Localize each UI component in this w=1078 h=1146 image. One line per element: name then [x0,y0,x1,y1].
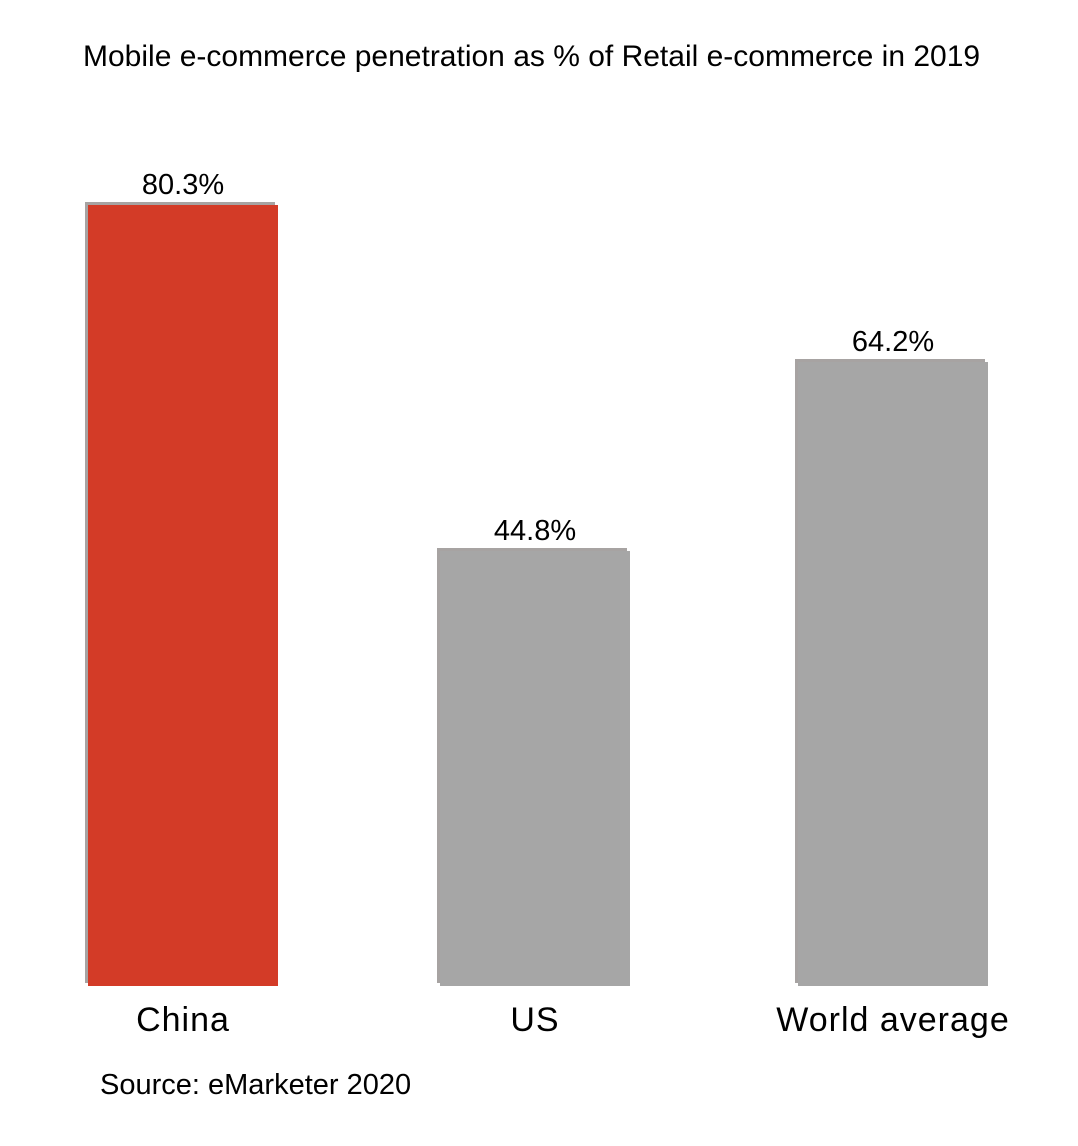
bar-us [440,551,630,986]
category-label-world-average: World average [776,1001,1010,1039]
value-label-us: 44.8% [493,515,577,547]
source-note: Source: eMarketer 2020 [100,1069,412,1101]
bar-world-average [798,362,988,986]
category-label-china: China [136,1001,230,1039]
value-label-world-average: 64.2% [851,326,935,358]
value-label-china: 80.3% [141,169,225,201]
category-label-us: US [510,1001,560,1039]
bar-china [88,205,278,986]
chart-title: Mobile e-commerce penetration as % of Re… [83,40,981,73]
